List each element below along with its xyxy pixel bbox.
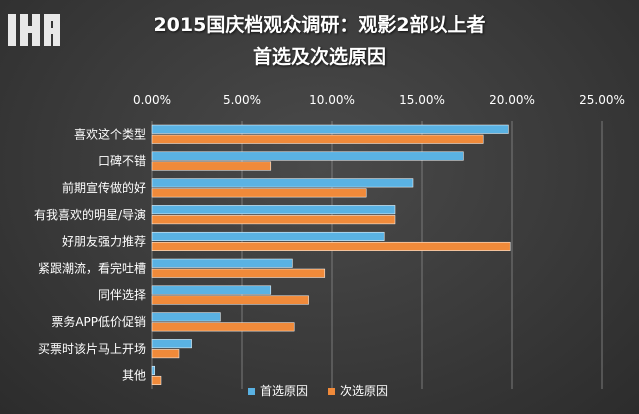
bar-primary bbox=[151, 285, 272, 295]
x-tick-label: 25.00% bbox=[579, 93, 625, 107]
bar-secondary bbox=[151, 349, 180, 359]
x-tick-label: 0.00% bbox=[133, 93, 171, 107]
bar-primary bbox=[151, 205, 396, 215]
legend-swatch bbox=[248, 388, 255, 395]
bar-primary bbox=[151, 365, 155, 375]
chart-title-line1: 2015国庆档观众调研：观影2部以上者 bbox=[153, 14, 486, 36]
bar-secondary bbox=[151, 268, 326, 278]
category-label: 其他 bbox=[122, 369, 146, 383]
x-tick-label: 5.00% bbox=[223, 93, 261, 107]
category-label: 紧跟潮流，看完吐槽 bbox=[38, 260, 146, 275]
bar-secondary bbox=[151, 295, 309, 305]
category-label: 喜欢这个类型 bbox=[74, 126, 146, 141]
x-tick-label: 20.00% bbox=[489, 93, 535, 107]
bar-primary bbox=[151, 231, 385, 241]
bar-primary bbox=[151, 258, 293, 268]
bar-primary bbox=[151, 312, 221, 322]
bar-secondary bbox=[151, 161, 272, 171]
bar-secondary bbox=[151, 375, 162, 385]
bar-secondary bbox=[151, 134, 484, 144]
category-label: 票务APP低价促销 bbox=[51, 314, 146, 329]
legend-swatch bbox=[328, 388, 335, 395]
ir-logo-icon bbox=[8, 14, 60, 46]
bar-primary bbox=[151, 339, 192, 349]
legend-label: 次选原因 bbox=[340, 384, 388, 398]
category-label: 口碑不错 bbox=[98, 153, 146, 168]
bar-secondary bbox=[151, 241, 511, 251]
category-label: 前期宣传做的好 bbox=[62, 180, 146, 195]
bar-secondary bbox=[151, 188, 367, 198]
x-tick-label: 15.00% bbox=[399, 93, 445, 107]
category-label: 同伴选择 bbox=[98, 288, 146, 302]
bar-primary bbox=[151, 178, 414, 188]
legend-label: 首选原因 bbox=[260, 384, 308, 398]
chart-title-line2: 首选及次选原因 bbox=[252, 46, 386, 68]
x-tick-label: 10.00% bbox=[309, 93, 355, 107]
bar-secondary bbox=[151, 322, 295, 332]
category-label: 好朋友强力推荐 bbox=[62, 235, 146, 249]
category-label: 有我喜欢的明星/导演 bbox=[34, 207, 146, 222]
bar-secondary bbox=[151, 215, 396, 225]
bar-primary bbox=[151, 124, 509, 134]
bar-primary bbox=[151, 151, 464, 161]
category-label: 买票时该片马上开场 bbox=[38, 342, 146, 356]
